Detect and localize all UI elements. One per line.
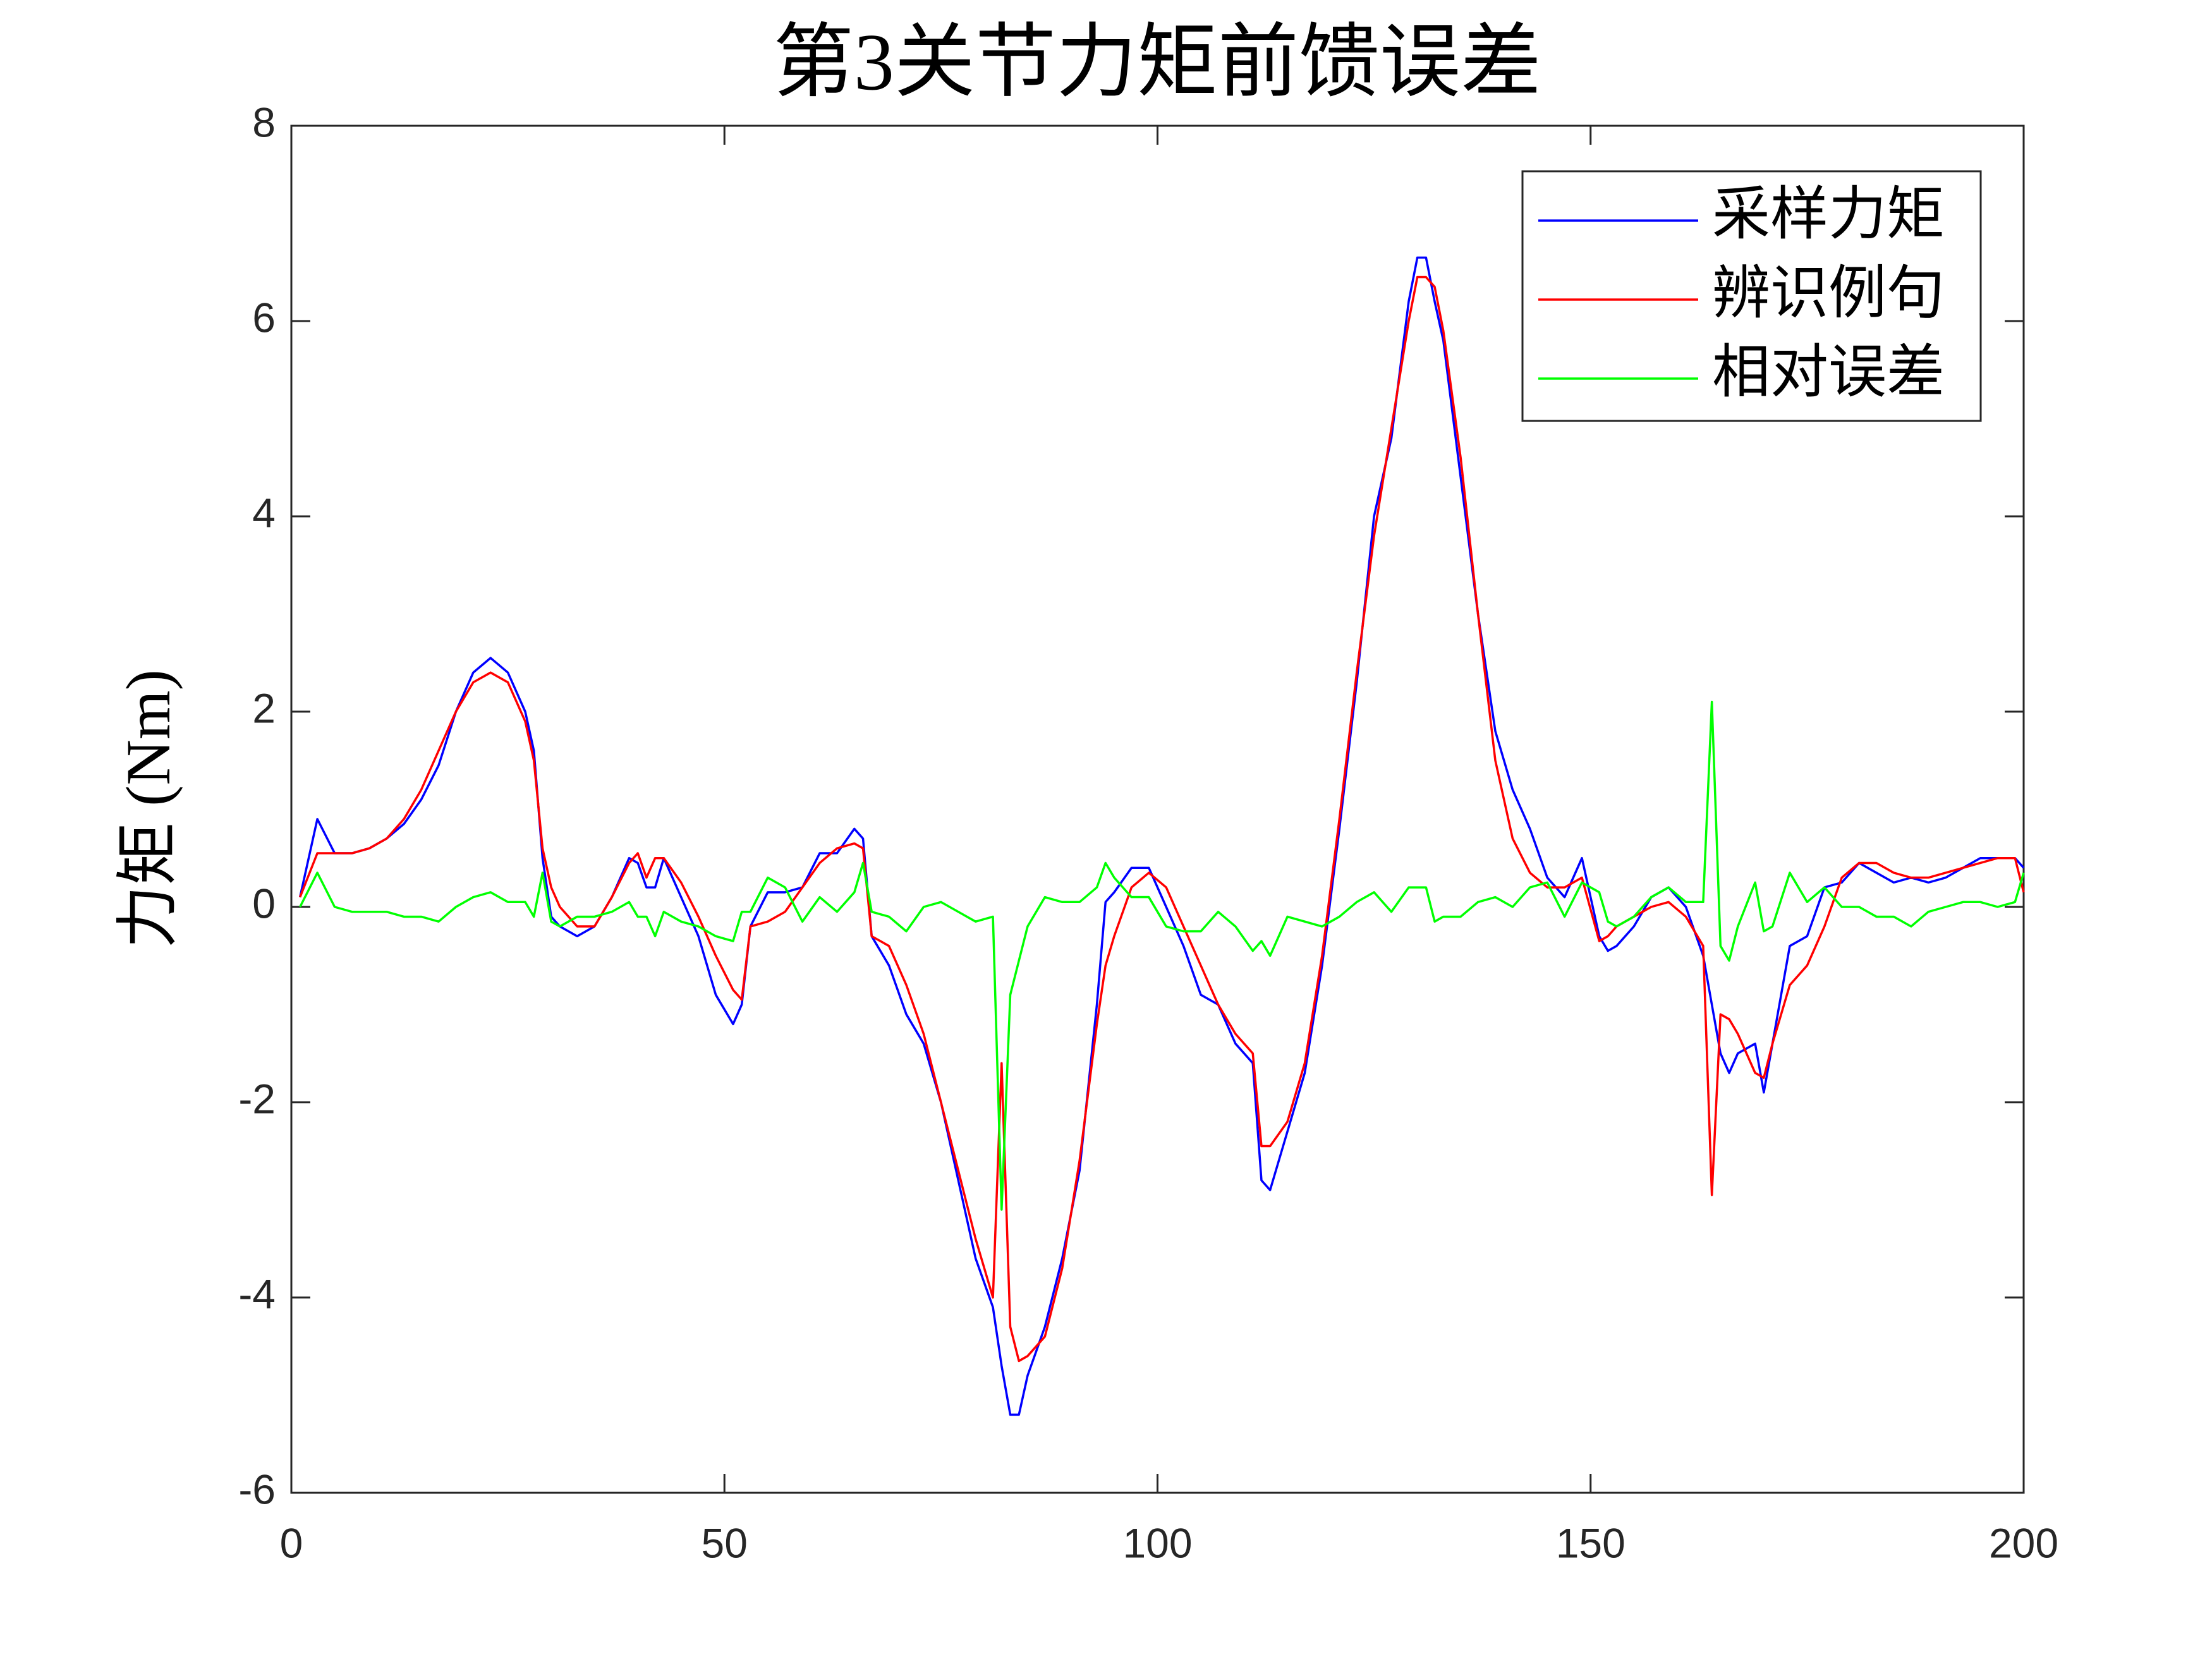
y-tick-label: -6 (238, 1466, 276, 1512)
y-tick-label: -2 (238, 1075, 276, 1122)
x-tick-label: 0 (280, 1519, 303, 1566)
y-tick-label: 2 (252, 684, 276, 731)
data-line (299, 700, 2025, 1211)
y-tick-label: 4 (252, 489, 276, 536)
x-tick-label: 50 (702, 1519, 748, 1566)
y-tick-label: 0 (252, 880, 276, 927)
chart-title: 第3关节力矩前馈误差 (773, 17, 1541, 107)
legend-label: 采样力矩 (1712, 182, 1945, 246)
legend-label: 相对误差 (1712, 340, 1945, 404)
legend-label: 辨识例句 (1712, 261, 1945, 325)
y-tick-label: -4 (238, 1270, 276, 1317)
data-line (299, 276, 2025, 1363)
y-tick-label: 8 (252, 99, 276, 145)
x-tick-label: 200 (1989, 1519, 2058, 1566)
y-tick-label: 6 (252, 294, 276, 341)
y-axis-label: 力矩 (Nm) (113, 669, 183, 949)
x-tick-label: 150 (1556, 1519, 1626, 1566)
x-tick-label: 100 (1122, 1519, 1192, 1566)
